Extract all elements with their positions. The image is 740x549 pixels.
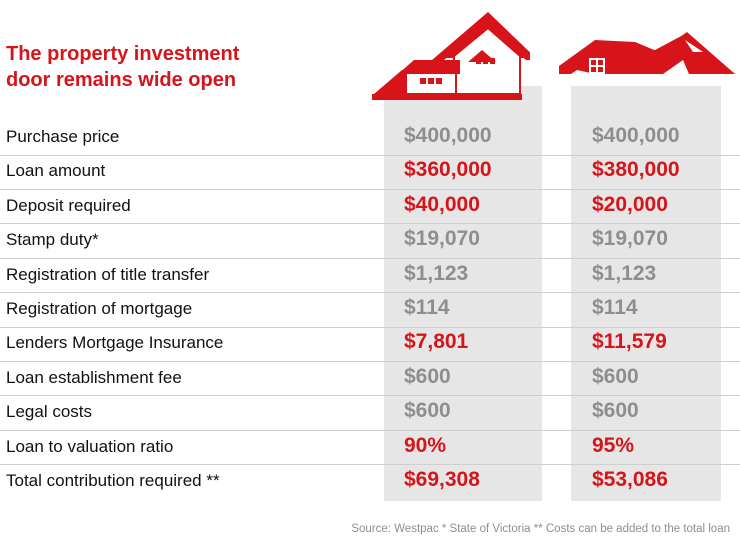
table-row: Deposit required $40,000 $20,000 bbox=[0, 190, 740, 224]
row-divider bbox=[0, 154, 740, 156]
table-row: Purchase price $400,000 $400,000 bbox=[0, 121, 740, 155]
row-value-1: $19,070 bbox=[404, 227, 480, 251]
table-row: Total contribution required ** $69,308 $… bbox=[0, 465, 740, 499]
row-value-2: $11,579 bbox=[592, 330, 667, 354]
row-value-2: $19,070 bbox=[592, 227, 668, 251]
row-value-2: $600 bbox=[592, 364, 639, 388]
row-divider bbox=[0, 257, 740, 259]
row-value-1: $360,000 bbox=[404, 158, 492, 182]
table-row: Loan to valuation ratio 90% 95% bbox=[0, 431, 740, 465]
row-label: Registration of mortgage bbox=[6, 299, 193, 318]
table-row: Loan amount $360,000 $380,000 bbox=[0, 155, 740, 189]
table-row: Legal costs $600 $600 bbox=[0, 396, 740, 430]
title-line-2: door remains wide open bbox=[6, 69, 237, 91]
table-row: Registration of title transfer $1,123 $1… bbox=[0, 259, 740, 293]
row-value-2: $53,086 bbox=[592, 468, 668, 491]
row-divider bbox=[0, 292, 740, 294]
row-label: Loan amount bbox=[6, 161, 106, 181]
row-divider bbox=[0, 223, 740, 225]
row-value-1: 90% bbox=[404, 433, 447, 457]
row-divider bbox=[0, 360, 740, 362]
row-divider bbox=[0, 429, 740, 431]
table-row: Loan establishment fee $600 $600 bbox=[0, 362, 740, 396]
row-label: Registration of title transfer bbox=[6, 264, 210, 284]
row-value-1: $40,000 bbox=[404, 192, 480, 216]
row-value-1: $400,000 bbox=[404, 124, 492, 147]
table-row: Stamp duty* $19,070 $19,070 bbox=[0, 224, 740, 258]
table-row: Lenders Mortgage Insurance $7,801 $11,57… bbox=[0, 327, 740, 361]
row-value-1: $600 bbox=[404, 364, 451, 388]
row-label: Deposit required bbox=[6, 195, 131, 215]
row-value-2: $20,000 bbox=[592, 192, 668, 216]
row-value-2: $1,123 bbox=[592, 261, 657, 285]
row-divider bbox=[0, 188, 740, 190]
row-value-2: $400,000 bbox=[592, 124, 680, 147]
row-value-2: $600 bbox=[592, 399, 639, 423]
row-label: Stamp duty* bbox=[6, 230, 99, 250]
page-title: The property investment door remains wid… bbox=[6, 41, 306, 93]
row-label: Purchase price bbox=[6, 127, 120, 146]
row-label: Loan establishment fee bbox=[6, 367, 182, 387]
row-value-1: $69,308 bbox=[404, 468, 480, 491]
row-value-1: $1,123 bbox=[404, 261, 469, 285]
row-divider bbox=[0, 395, 740, 397]
row-label: Total contribution required ** bbox=[6, 471, 220, 490]
row-value-2: 95% bbox=[592, 433, 635, 457]
row-value-2: $380,000 bbox=[592, 158, 680, 182]
source-note: Source: Westpac * State of Victoria ** C… bbox=[351, 523, 730, 535]
row-value-1: $600 bbox=[404, 399, 451, 423]
row-value-2: $114 bbox=[592, 296, 638, 319]
row-label: Loan to valuation ratio bbox=[6, 436, 174, 456]
row-value-1: $114 bbox=[404, 296, 450, 319]
table-row: Registration of mortgage $114 $114 bbox=[0, 293, 740, 327]
row-label: Lenders Mortgage Insurance bbox=[6, 333, 224, 353]
row-divider bbox=[0, 464, 740, 466]
row-divider bbox=[0, 326, 740, 328]
title-line-1: The property investment bbox=[6, 43, 240, 65]
house-roof-icon bbox=[559, 32, 735, 74]
house-with-garage-icon bbox=[372, 12, 530, 100]
row-label: Legal costs bbox=[6, 402, 92, 422]
row-value-1: $7,801 bbox=[404, 330, 469, 354]
